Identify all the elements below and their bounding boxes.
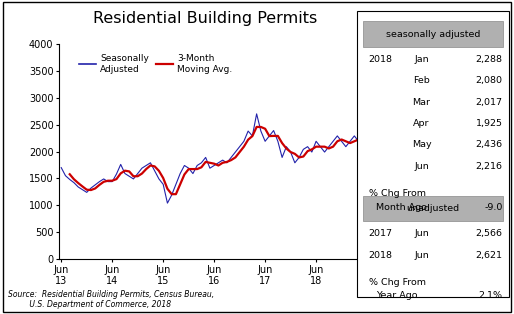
Text: unadjusted: unadjusted	[407, 204, 460, 213]
Text: 2,080: 2,080	[475, 76, 503, 85]
Text: Apr: Apr	[413, 119, 430, 128]
Text: Source:  Residential Building Permits, Census Bureau,
         U.S. Department o: Source: Residential Building Permits, Ce…	[8, 290, 214, 309]
Text: Jun: Jun	[414, 162, 429, 171]
Text: 2,288: 2,288	[475, 55, 503, 64]
Text: 1,925: 1,925	[475, 119, 503, 128]
Text: 2,216: 2,216	[475, 162, 503, 171]
Text: 2,621: 2,621	[475, 251, 503, 260]
Text: Jan: Jan	[414, 55, 429, 64]
Text: 2,566: 2,566	[475, 229, 503, 238]
Text: seasonally adjusted: seasonally adjusted	[386, 30, 480, 39]
Text: 2018: 2018	[369, 251, 393, 260]
Text: 2017: 2017	[369, 229, 393, 238]
Text: Feb: Feb	[413, 76, 430, 85]
Text: Mar: Mar	[412, 98, 431, 107]
Text: Year Ago: Year Ago	[376, 291, 418, 300]
Text: Jun: Jun	[414, 229, 429, 238]
Text: Jun: Jun	[414, 251, 429, 260]
Text: May: May	[412, 140, 431, 149]
Text: Residential Building Permits: Residential Building Permits	[94, 11, 318, 26]
Text: Month Ago: Month Ago	[376, 203, 427, 212]
Text: 2,017: 2,017	[475, 98, 503, 107]
Text: 2,436: 2,436	[475, 140, 503, 149]
Text: 2018: 2018	[369, 55, 393, 64]
Legend: Seasonally
Adjusted, 3-Month
Moving Avg.: Seasonally Adjusted, 3-Month Moving Avg.	[76, 51, 236, 77]
Text: % Chg From: % Chg From	[369, 278, 426, 287]
Text: % Chg From: % Chg From	[369, 189, 426, 198]
Text: 2.1%: 2.1%	[479, 291, 503, 300]
Text: -9.0: -9.0	[484, 203, 503, 212]
